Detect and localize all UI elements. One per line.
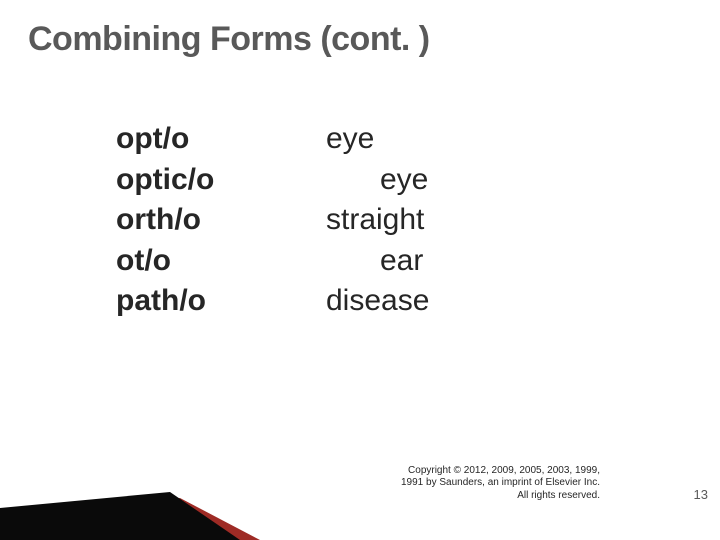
term-item: orth/o [116, 200, 326, 241]
accent-dark-shape [0, 492, 240, 540]
term-item: opt/o [116, 119, 326, 160]
term-item: ot/o [116, 241, 326, 282]
accent-svg [0, 480, 260, 540]
definition-item: straight [326, 200, 586, 241]
content-area: opt/o optic/o orth/o ot/o path/o eye eye… [28, 119, 692, 322]
accent-decoration [0, 480, 260, 540]
definitions-column: eye eye straight ear disease [326, 119, 586, 322]
definition-item: eye [326, 119, 586, 160]
page-number: 13 [694, 487, 708, 502]
term-item: optic/o [116, 160, 326, 201]
slide-title: Combining Forms (cont. ) [28, 20, 692, 59]
term-item: path/o [116, 281, 326, 322]
terms-column: opt/o optic/o orth/o ot/o path/o [116, 119, 326, 322]
copyright-text: Copyright © 2012, 2009, 2005, 2003, 1999… [400, 465, 600, 503]
definition-item: disease [326, 281, 586, 322]
accent-red-shape [0, 498, 260, 540]
definition-item: ear [326, 241, 586, 282]
slide: Combining Forms (cont. ) opt/o optic/o o… [0, 0, 720, 540]
definition-item: eye [326, 160, 586, 201]
